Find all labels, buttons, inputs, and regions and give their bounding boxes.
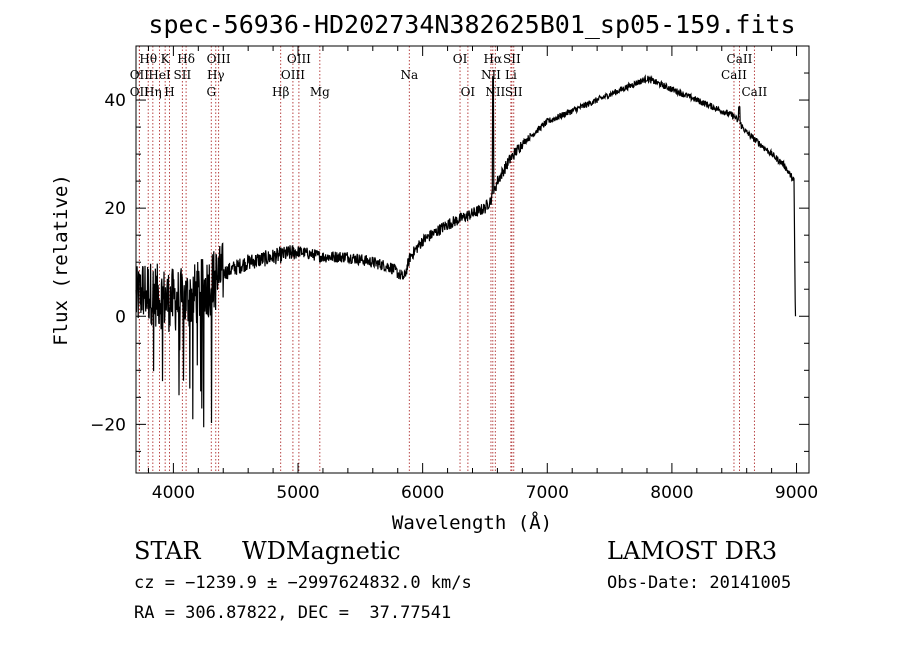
line-label-5: Hη (144, 85, 162, 99)
line-label-8: H (164, 85, 174, 99)
line-label-6: Hδ (177, 52, 195, 66)
line-label-12: OIII (287, 52, 311, 66)
line-label-18: OI (461, 85, 476, 99)
x-tick-label: 8000 (650, 483, 693, 503)
line-label-15: Mg (310, 85, 330, 99)
y-axis-label: Flux (relative) (50, 174, 72, 346)
x-tick-label: 9000 (775, 483, 818, 503)
line-label-24: SII (505, 85, 523, 99)
line-label-3: K (161, 52, 171, 66)
object-class: STAR (134, 537, 201, 565)
line-label-20: NII (481, 68, 501, 82)
line-label-10: Hγ (207, 68, 225, 82)
line-label-0: Hθ (139, 52, 157, 66)
line-label-13: OIII (281, 68, 305, 82)
object-subclass: WDMagnetic (242, 537, 401, 565)
spectral-line-markers (138, 46, 755, 473)
redshift-line: cz = −1239.9 ± −2997624832.0 km/s (134, 573, 472, 593)
x-axis-label: Wavelength (Å) (392, 511, 552, 534)
y-axis: −20 0 20 40 (90, 72, 809, 452)
x-tick-label: 6000 (401, 483, 444, 503)
y-tick-label: 20 (104, 199, 126, 219)
line-label-9: OIII (207, 52, 231, 66)
line-label-1: OII (130, 68, 150, 82)
line-label-11: G (206, 85, 216, 99)
line-label-7: SII (174, 68, 192, 82)
line-label-23: Li (505, 68, 517, 82)
line-label-26: CaII (721, 68, 747, 82)
line-label-22: SII (503, 52, 521, 66)
y-tick-label: 40 (104, 91, 126, 111)
line-label-14: Hβ (272, 85, 289, 99)
line-label-19: Hα (484, 52, 503, 66)
obs-date-line: Obs-Date: 20141005 (607, 573, 792, 593)
spectrum-series (135, 74, 797, 428)
y-tick-label: −20 (90, 415, 126, 435)
line-label-17: OI (453, 52, 468, 66)
line-label-21: NII (485, 85, 505, 99)
y-tick-label: 0 (115, 307, 126, 327)
plot-frame (135, 45, 810, 474)
coordinates-line: RA = 306.87822, DEC = 37.77541 (134, 603, 452, 623)
survey-label: LAMOST DR3 (607, 537, 778, 565)
chart-title: spec-56936-HD202734N382625B01_sp05-159.f… (148, 10, 795, 39)
x-tick-label: 5000 (276, 483, 319, 503)
line-label-25: CaII (727, 52, 753, 66)
x-tick-label: 7000 (526, 483, 569, 503)
line-label-16: Na (400, 68, 418, 82)
line-label-27: CaII (741, 85, 767, 99)
line-label-4: HeI (148, 68, 171, 82)
x-tick-label: 4000 (152, 483, 195, 503)
x-axis: 4000 5000 6000 7000 8000 9000 (147, 46, 818, 503)
line-label-2: OII (130, 85, 150, 99)
